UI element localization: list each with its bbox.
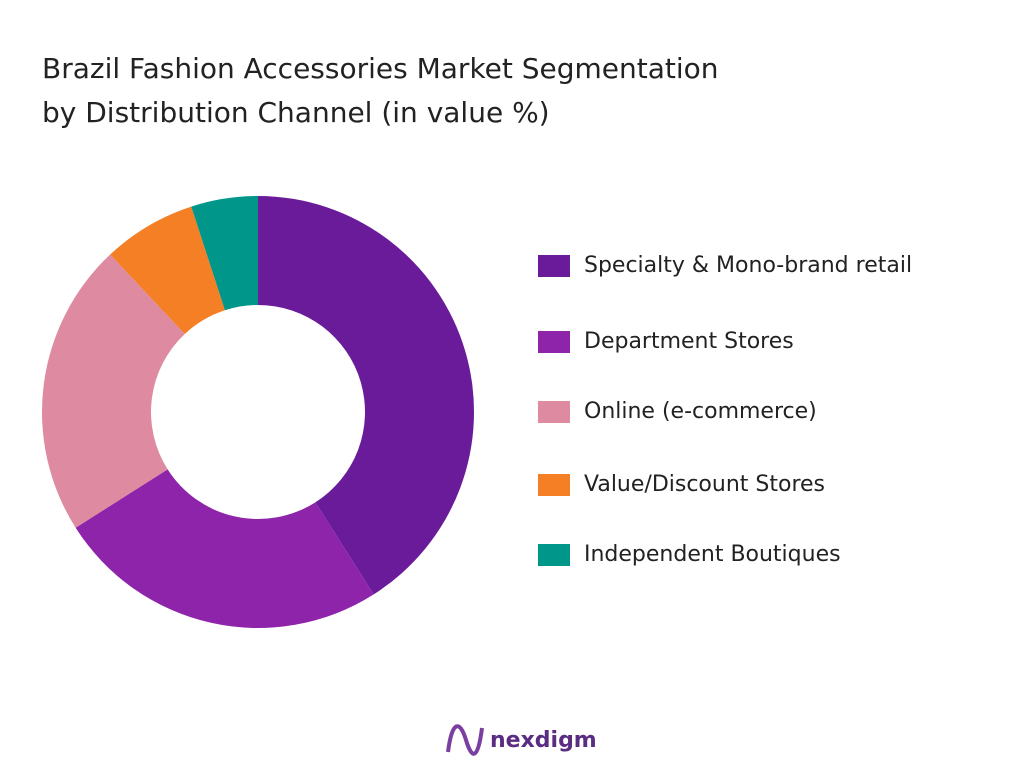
legend-swatch [538, 474, 570, 496]
legend-label: Value/Discount Stores [584, 472, 825, 497]
logo: nexdigm [446, 724, 597, 756]
logo-icon [446, 724, 484, 756]
legend-label: Independent Boutiques [584, 542, 841, 567]
slice [191, 196, 258, 311]
legend-swatch [538, 331, 570, 353]
slice [42, 254, 185, 528]
legend-swatch [538, 401, 570, 423]
slice [110, 206, 225, 335]
chart-title: Brazil Fashion Accessories Market Segmen… [42, 52, 719, 85]
legend-label: Specialty & Mono-brand retail [584, 253, 912, 278]
legend-swatch [538, 255, 570, 277]
chart-title: by Distribution Channel (in value %) [42, 96, 550, 129]
slice [258, 196, 474, 595]
legend-label: Online (e-commerce) [584, 399, 817, 424]
brand-name: nexdigm [490, 728, 597, 753]
legend-label: Department Stores [584, 329, 794, 354]
legend-swatch [538, 544, 570, 566]
slice [75, 469, 374, 628]
